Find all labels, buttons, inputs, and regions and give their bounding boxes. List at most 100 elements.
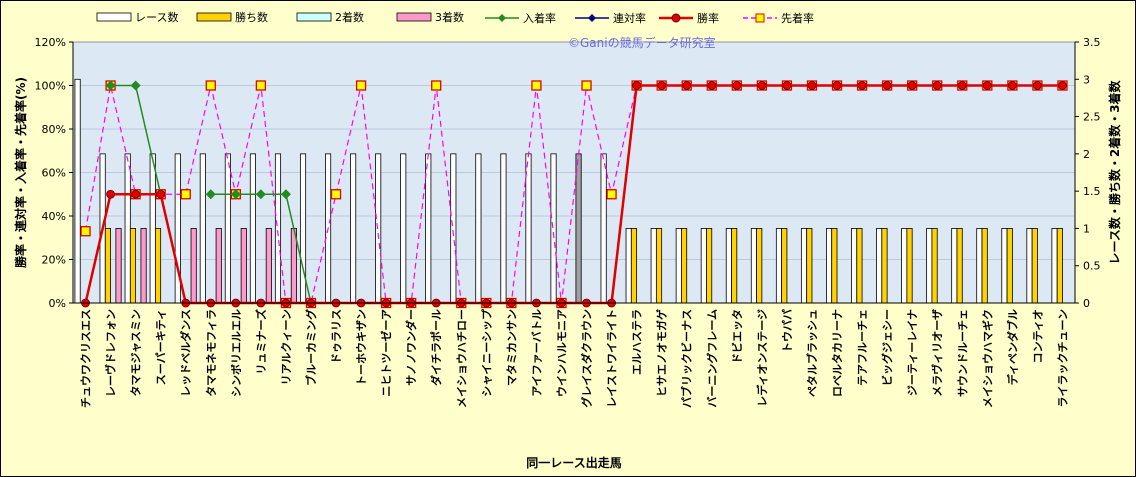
marker-in-place	[230, 189, 241, 200]
bar-0	[299, 153, 307, 304]
bar-0	[976, 228, 983, 304]
bar-1	[681, 228, 688, 304]
y-left-tick-label: 100%	[35, 80, 66, 93]
watermark-text: ©Ganiの競馬データ研究室	[568, 35, 716, 50]
bar-0	[650, 228, 657, 304]
marker-win-rate	[782, 81, 792, 90]
category-label: ニヒトツーゼーア	[379, 309, 393, 397]
category-label: メラヴィリオーザ	[930, 309, 944, 397]
marker-win-rate	[732, 81, 742, 90]
x-axis-title: 同一レース出走馬	[526, 455, 621, 470]
marker-win-rate	[857, 81, 867, 90]
bar-0	[350, 153, 357, 304]
legend-marker	[755, 13, 765, 23]
series-line	[84, 84, 1063, 304]
category-label: コンティオ	[1031, 309, 1044, 363]
bar-1	[1006, 228, 1013, 304]
category-label: エルハステラ	[631, 309, 644, 375]
legend-marker	[671, 13, 681, 23]
bar-0	[1026, 228, 1033, 304]
bar-1	[831, 228, 838, 304]
y-left-tick-label: 40%	[42, 210, 66, 223]
bar-1	[1056, 228, 1063, 304]
bar-1	[806, 228, 813, 304]
legend-swatch	[96, 12, 132, 22]
bar-1	[630, 228, 638, 304]
marker-win-rate	[832, 81, 842, 90]
marker-ahead	[80, 226, 91, 237]
category-label: タマモネモフィラ	[205, 309, 218, 397]
marker-win-rate	[682, 81, 692, 90]
bar-1	[981, 228, 988, 304]
y-left-tick-label: 60%	[42, 167, 66, 180]
marker-in-place	[255, 189, 266, 200]
bar-0	[876, 228, 883, 304]
marker-ahead	[531, 80, 542, 91]
y-left-tick-label: 80%	[42, 123, 66, 136]
legend-label: 入着率	[523, 11, 556, 25]
category-label: マタミカンサン	[505, 309, 518, 386]
marker-win-rate	[1007, 81, 1017, 90]
y-left-tick-label: 0%	[49, 297, 66, 310]
bar-0	[124, 153, 131, 304]
marker-ahead	[255, 80, 267, 91]
marker-win-rate	[707, 81, 717, 90]
bar-1	[781, 228, 788, 304]
bar-0	[800, 228, 808, 304]
category-label: トーホウキザン	[355, 309, 368, 386]
marker-ahead	[581, 80, 592, 91]
bar-1	[655, 228, 663, 304]
category-label: ウインハルモニア	[555, 309, 568, 397]
y-right-tick-label: 1.5	[1083, 185, 1101, 198]
category-label: ジーティーレイナ	[906, 309, 919, 396]
legend-swatch	[296, 12, 332, 22]
marker-win-rate	[1058, 81, 1067, 90]
category-label: テアフルーチェ	[856, 309, 869, 386]
bar-0	[851, 228, 858, 304]
category-label: サノノワンダー	[404, 309, 418, 386]
category-label: レッドベルダンス	[179, 309, 193, 397]
category-label: トウパパ	[781, 309, 794, 353]
marker-in-place	[280, 189, 291, 200]
bar-3	[190, 228, 197, 304]
legend-label: 2着数	[335, 10, 364, 24]
marker-win-rate	[131, 189, 141, 199]
bar-0	[1001, 228, 1008, 304]
bar-1	[154, 228, 162, 304]
bar-3	[265, 228, 272, 304]
category-label: リュミナーズ	[254, 309, 268, 374]
marker-win-rate	[932, 81, 942, 90]
bar-0	[274, 153, 282, 304]
bar-1	[856, 228, 863, 304]
marker-ahead	[355, 80, 367, 91]
bar-0	[600, 153, 607, 304]
marker-win-rate	[632, 81, 642, 90]
y-left-tick-label: 20%	[42, 254, 66, 267]
y-left-tick-label: 120%	[35, 36, 66, 49]
marker-win-rate	[882, 81, 892, 90]
category-label: リアルクィーン	[280, 309, 293, 385]
y-axis-right-title: レース数・勝ち数・2着数・3着数	[1107, 79, 1122, 264]
y-right-tick-label: 2.5	[1083, 111, 1101, 124]
marker-win-rate	[757, 81, 767, 90]
bar-3	[115, 228, 122, 304]
marker-ahead	[180, 189, 191, 200]
bar-series	[74, 78, 1063, 304]
marker-win-rate	[657, 81, 667, 90]
bar-3	[240, 228, 247, 304]
legend-marker	[498, 14, 506, 22]
marker-in-place	[105, 80, 116, 91]
bar-1	[931, 228, 938, 304]
bar-0	[500, 153, 507, 304]
bar-0	[826, 228, 833, 304]
bar-0	[926, 228, 933, 304]
category-label: シンボリエルエル	[229, 309, 243, 397]
marker-in-place	[205, 189, 216, 200]
bar-1	[706, 228, 713, 304]
legend-label: 勝率	[697, 11, 719, 25]
y-right-tick-label: 0	[1083, 297, 1090, 310]
category-label: バーニングフレーム	[705, 309, 719, 408]
bar-0	[1051, 228, 1058, 304]
marker-in-place	[130, 80, 141, 91]
bar-0	[400, 153, 407, 304]
